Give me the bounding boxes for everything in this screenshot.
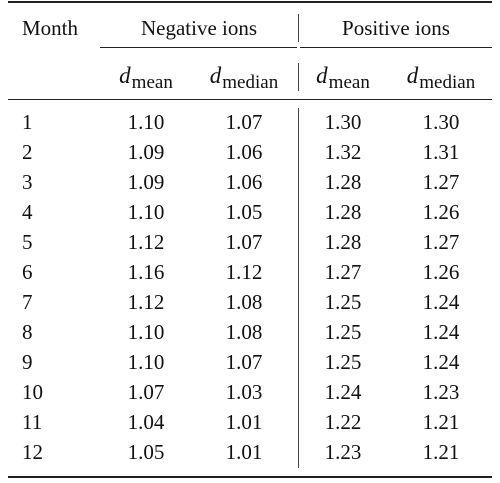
header-rule <box>8 99 492 100</box>
pos-mean-cell: 1.25 <box>324 290 362 314</box>
pos-mean-cell: 1.24 <box>324 380 362 404</box>
pos-median-cell: 1.24 <box>422 350 460 374</box>
pos-mean-cell: 1.28 <box>324 200 362 224</box>
neg-median-header: dmedian <box>209 63 279 93</box>
pos-median-cell: 1.27 <box>422 230 460 254</box>
month-cell: 3 <box>22 170 33 194</box>
header-separator-top <box>298 14 299 42</box>
neg-median-cell: 1.07 <box>225 350 263 374</box>
neg-mean-cell: 1.09 <box>127 140 165 164</box>
pos-median-cell: 1.31 <box>422 140 460 164</box>
pos-mean-cell: 1.28 <box>324 170 362 194</box>
neg-median-cell: 1.08 <box>225 290 263 314</box>
month-cell: 2 <box>22 140 33 164</box>
month-cell: 11 <box>22 410 43 434</box>
neg-median-cell: 1.06 <box>225 170 263 194</box>
negative-ions-header: Negative ions <box>140 16 258 40</box>
pos-median-cell: 1.24 <box>422 320 460 344</box>
neg-mean-cell: 1.07 <box>127 380 165 404</box>
pos-mean-cell: 1.32 <box>324 140 362 164</box>
month-cell: 4 <box>22 200 33 224</box>
neg-mean-cell: 1.12 <box>127 230 165 254</box>
neg-mean-cell: 1.10 <box>127 320 165 344</box>
top-rule <box>8 1 492 3</box>
group-rule-positive <box>300 47 492 48</box>
pos-mean-header: dmean <box>316 63 370 93</box>
neg-median-cell: 1.06 <box>225 140 263 164</box>
pos-median-cell: 1.23 <box>422 380 460 404</box>
neg-median-cell: 1.12 <box>225 260 263 284</box>
header-separator-sub <box>298 63 299 91</box>
month-header: Month <box>22 16 79 40</box>
bottom-rule <box>8 476 492 478</box>
month-cell: 7 <box>22 290 33 314</box>
month-cell: 8 <box>22 320 33 344</box>
month-cell: 12 <box>22 440 43 464</box>
month-cell: 10 <box>22 380 43 404</box>
neg-median-cell: 1.07 <box>225 230 263 254</box>
neg-median-cell: 1.08 <box>225 320 263 344</box>
neg-mean-header: dmean <box>119 63 173 93</box>
pos-median-header: dmedian <box>406 63 476 93</box>
body-separator <box>298 108 299 468</box>
neg-mean-cell: 1.10 <box>127 350 165 374</box>
neg-median-cell: 1.03 <box>225 380 263 404</box>
neg-mean-cell: 1.09 <box>127 170 165 194</box>
neg-mean-cell: 1.12 <box>127 290 165 314</box>
neg-mean-cell: 1.04 <box>127 410 165 434</box>
pos-median-cell: 1.26 <box>422 260 460 284</box>
pos-median-cell: 1.21 <box>422 410 460 434</box>
neg-mean-cell: 1.05 <box>127 440 165 464</box>
pos-mean-cell: 1.25 <box>324 350 362 374</box>
neg-median-cell: 1.01 <box>225 440 263 464</box>
pos-mean-cell: 1.28 <box>324 230 362 254</box>
neg-mean-cell: 1.10 <box>127 110 165 134</box>
month-cell: 9 <box>22 350 33 374</box>
month-cell: 1 <box>22 110 33 134</box>
neg-median-cell: 1.05 <box>225 200 263 224</box>
pos-median-cell: 1.26 <box>422 200 460 224</box>
neg-median-cell: 1.01 <box>225 410 263 434</box>
month-cell: 6 <box>22 260 33 284</box>
pos-median-cell: 1.27 <box>422 170 460 194</box>
neg-mean-cell: 1.10 <box>127 200 165 224</box>
pos-mean-cell: 1.23 <box>324 440 362 464</box>
pos-mean-cell: 1.30 <box>324 110 362 134</box>
pos-median-cell: 1.30 <box>422 110 460 134</box>
pos-mean-cell: 1.22 <box>324 410 362 434</box>
neg-median-cell: 1.07 <box>225 110 263 134</box>
pos-mean-cell: 1.25 <box>324 320 362 344</box>
positive-ions-header: Positive ions <box>342 16 450 40</box>
pos-mean-cell: 1.27 <box>324 260 362 284</box>
neg-mean-cell: 1.16 <box>127 260 165 284</box>
pos-median-cell: 1.21 <box>422 440 460 464</box>
month-cell: 5 <box>22 230 33 254</box>
group-rule-negative <box>100 47 297 48</box>
pos-median-cell: 1.24 <box>422 290 460 314</box>
